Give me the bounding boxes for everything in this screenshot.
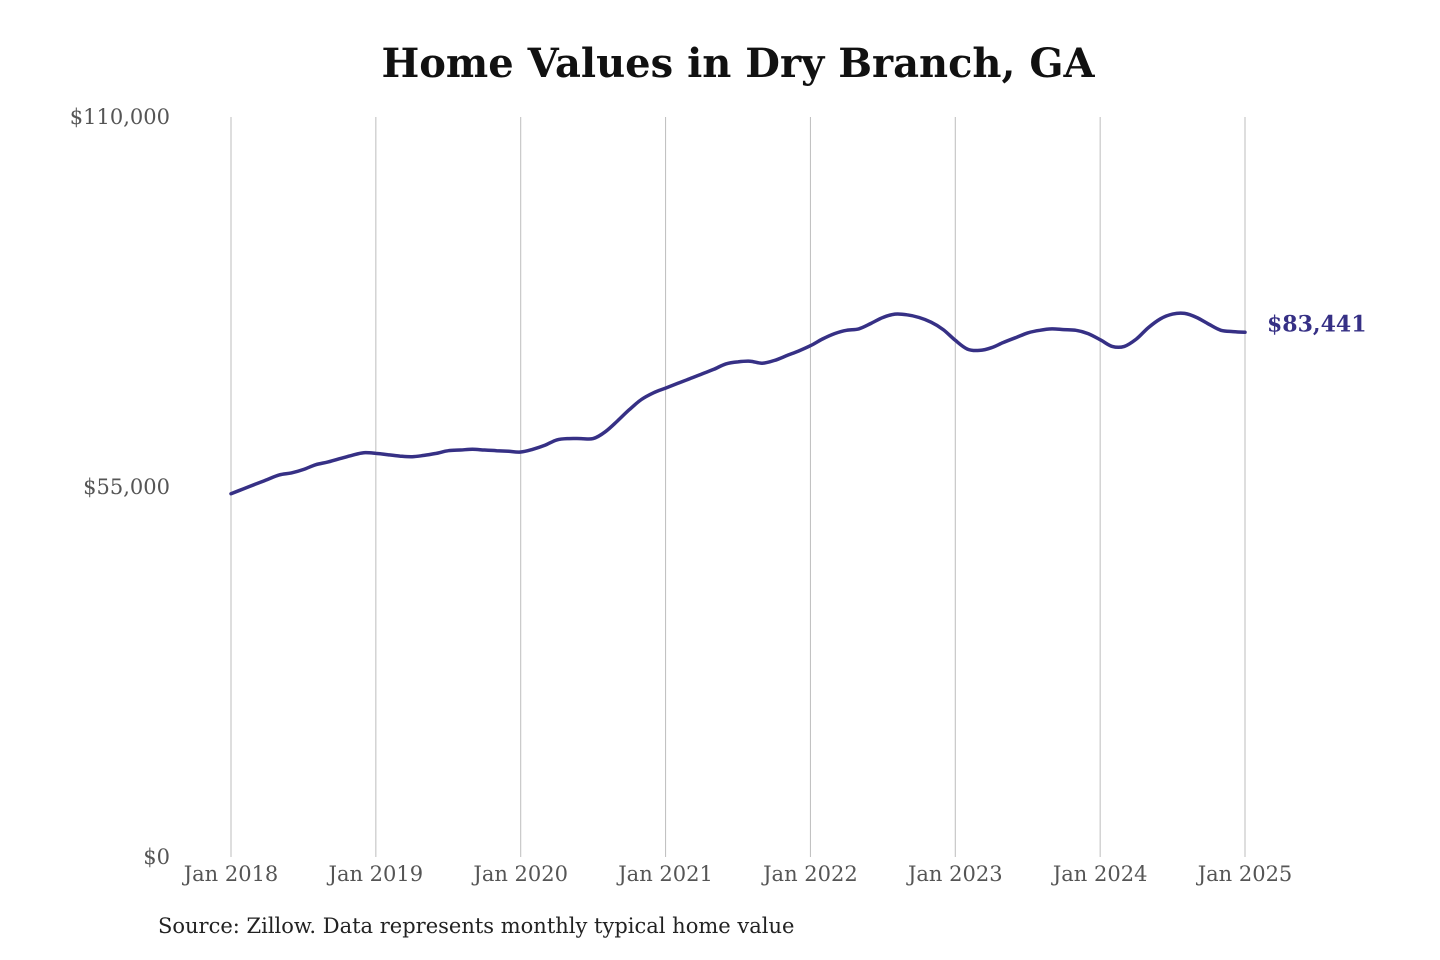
x-tick-label: Jan 2021 bbox=[616, 862, 713, 886]
chart-title: Home Values in Dry Branch, GA bbox=[381, 40, 1095, 87]
y-tick-label: $55,000 bbox=[83, 475, 170, 499]
y-tick-label: $0 bbox=[143, 845, 170, 869]
x-axis: Jan 2018 Jan 2019 Jan 2020 Jan 2021 Jan 2022… bbox=[182, 862, 1293, 886]
x-tick-label: Jan 2024 bbox=[1051, 862, 1148, 886]
x-tick-label: Jan 2023 bbox=[906, 862, 1003, 886]
x-tick-label: Jan 2022 bbox=[761, 862, 858, 886]
x-tick-label: Jan 2020 bbox=[471, 862, 568, 886]
series: $83,441 bbox=[229, 311, 1367, 496]
source-note: Source: Zillow. Data represents monthly … bbox=[158, 914, 795, 938]
x-tick-label: Jan 2025 bbox=[1196, 862, 1293, 886]
x-tick-label: Jan 2018 bbox=[182, 862, 279, 886]
y-axis: $0 $55,000 $110,000 bbox=[70, 105, 170, 869]
end-value-label: $83,441 bbox=[1267, 311, 1367, 337]
y-tick-label: $110,000 bbox=[70, 105, 170, 129]
series-line bbox=[229, 311, 1247, 496]
x-tick-label: Jan 2019 bbox=[327, 862, 424, 886]
grid bbox=[230, 117, 1246, 857]
